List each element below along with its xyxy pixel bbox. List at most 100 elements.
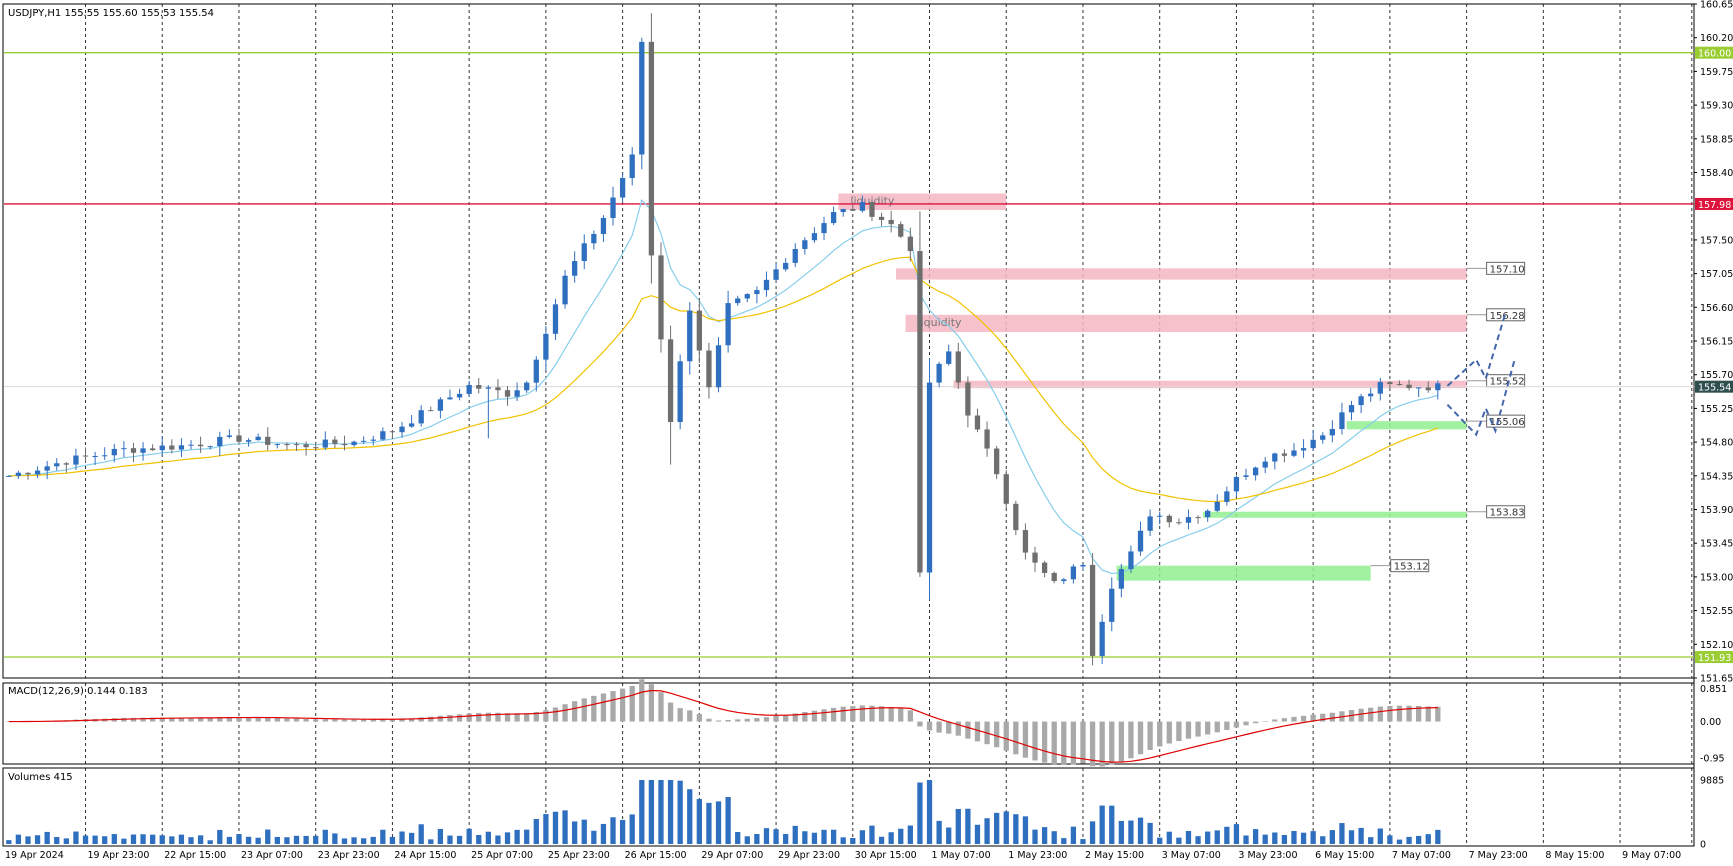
volume-bar — [284, 837, 290, 844]
candle-body — [1368, 393, 1374, 397]
volume-bar — [1147, 822, 1153, 844]
candle-body — [955, 351, 961, 383]
volume-bar — [984, 818, 990, 844]
candle-body — [313, 447, 319, 449]
macd-histogram-bar — [1233, 721, 1240, 728]
volume-bar — [428, 839, 434, 844]
volume-bar — [1185, 831, 1192, 844]
volume-bar — [265, 829, 271, 844]
price-tick-label: 153.45 — [1700, 539, 1733, 550]
volume-bar — [1166, 831, 1172, 844]
candle-body — [265, 436, 271, 445]
candle-body — [82, 455, 89, 457]
macd-histogram-bar — [1252, 721, 1259, 724]
price-tick-label: 154.35 — [1700, 471, 1733, 482]
volume-bar — [629, 814, 635, 844]
volume-bar — [236, 834, 242, 844]
volume-bar — [361, 838, 367, 844]
price-tick-label: 155.70 — [1700, 370, 1733, 381]
main-panel-frame — [2, 3, 1695, 679]
volume-bar — [1099, 805, 1105, 844]
macd-histogram-bar — [265, 717, 271, 722]
volume-bar — [418, 824, 424, 844]
price-tick-label: 153.90 — [1700, 505, 1733, 516]
candle-body — [802, 240, 808, 249]
volume-bar — [850, 838, 856, 844]
macd-tick-label: 0.00 — [1700, 717, 1721, 728]
zone-price-label: 153.83 — [1490, 508, 1525, 519]
candle-body — [1185, 517, 1192, 523]
macd-histogram-bar — [1137, 721, 1144, 755]
volume-bar — [245, 836, 252, 844]
macd-histogram-bar — [562, 704, 568, 722]
volume-bar — [1300, 832, 1307, 844]
macd-histogram-bar — [1387, 705, 1393, 722]
zone-label-box — [1486, 308, 1526, 322]
moving-averages-layer — [8, 199, 1439, 575]
volume-bar — [1262, 834, 1268, 844]
zone-label-box — [1486, 414, 1526, 428]
macd-histogram-bar — [236, 717, 242, 722]
volume-bar — [34, 835, 41, 844]
price-tick-label: 160.20 — [1700, 33, 1733, 44]
volume-bar — [936, 820, 942, 844]
macd-histogram-bar — [543, 710, 549, 722]
candle-body — [572, 261, 578, 276]
candle-body — [380, 431, 386, 440]
candle-body — [1233, 476, 1240, 492]
macd-histogram-bar — [1032, 721, 1038, 761]
candle-body — [850, 209, 856, 211]
forecast-layer — [1446, 314, 1516, 437]
macd-histogram-bar — [1377, 706, 1383, 722]
macd-histogram-bar — [159, 717, 165, 722]
volume-bar — [476, 835, 482, 844]
candle-body — [1358, 396, 1364, 406]
candle-body — [1013, 503, 1019, 531]
time-tick-label: 29 Apr 23:00 — [778, 850, 840, 861]
candle-body — [936, 363, 942, 383]
candle-body — [696, 310, 702, 351]
candle-body — [965, 382, 971, 416]
candle-body — [591, 233, 597, 244]
candles-layer — [6, 13, 1441, 666]
macd-histogram-bar — [552, 707, 559, 722]
macd-histogram-bar — [197, 717, 204, 722]
candle-body — [830, 212, 837, 224]
candle-body — [284, 444, 290, 446]
candle-body — [1176, 522, 1182, 524]
candle-body — [303, 444, 309, 448]
macd-histogram-bar — [859, 705, 866, 722]
candle-body — [73, 455, 79, 465]
volume-bar — [706, 802, 712, 844]
macd-layer: 0.851 0.00 -0.95 — [6, 679, 1727, 767]
zone-label-box — [1486, 505, 1526, 519]
volume-bar — [926, 780, 933, 844]
macd-histogram-bar — [428, 716, 434, 722]
time-tick-label: 1 May 07:00 — [932, 850, 991, 861]
volume-bar — [169, 836, 175, 844]
candle-body — [150, 448, 156, 451]
candle-body — [504, 390, 511, 397]
candle-body — [821, 223, 827, 234]
volume-bar — [332, 833, 338, 844]
volume-bar — [821, 829, 827, 844]
macd-histogram-bar — [1214, 721, 1220, 733]
candle-body — [994, 448, 1000, 475]
macd-histogram-bar — [1176, 721, 1182, 742]
candle-body — [984, 429, 990, 449]
volume-bar — [639, 780, 645, 844]
price-tick-label: 152.10 — [1700, 640, 1733, 651]
macd-histogram-bar — [629, 686, 635, 722]
zone-price-label: 153.12 — [1394, 562, 1429, 573]
candle-body — [1291, 450, 1297, 456]
macd-label: MACD(12,26,9) 0.144 0.183 — [8, 686, 148, 697]
volume-bar — [610, 817, 616, 844]
candle-body — [725, 303, 731, 346]
volume-bar — [783, 833, 789, 844]
volume-bar — [380, 829, 386, 844]
candle-body — [188, 444, 194, 446]
candle-body — [1252, 467, 1259, 476]
time-tick-label: 22 Apr 15:00 — [164, 850, 226, 861]
